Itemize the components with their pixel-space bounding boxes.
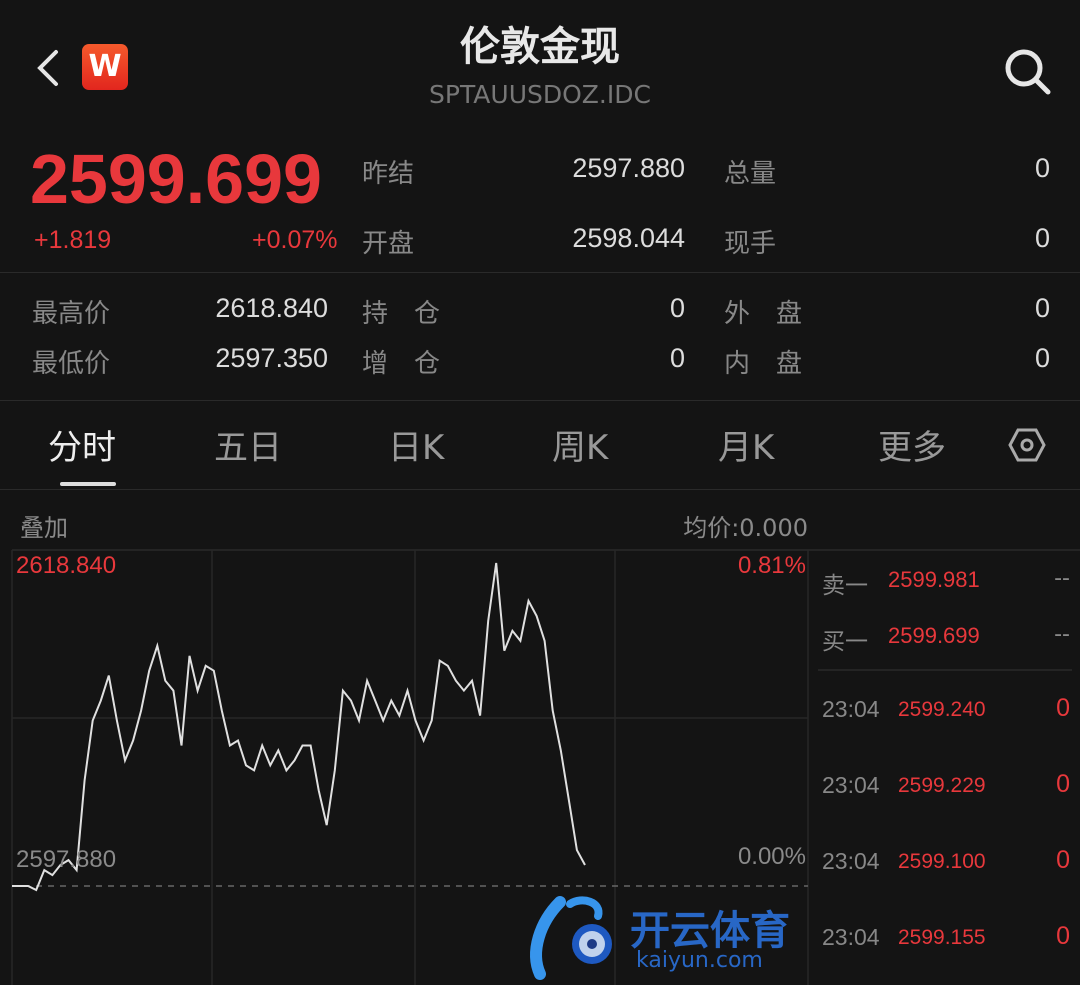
open-value: 2598.044 <box>572 223 685 253</box>
watermark-cn: 开云体育 <box>630 908 790 954</box>
divider <box>0 272 1080 273</box>
app-logo: W <box>82 44 128 90</box>
inner-label: 内 盘 <box>724 349 803 379</box>
oi-change-value: 0 <box>669 343 685 373</box>
bid-price: 2599.699 <box>888 623 980 648</box>
watermark-en: kaiyun.com <box>636 948 763 973</box>
low-value: 2597.350 <box>215 343 328 373</box>
tick-price: 2599.229 <box>898 774 986 797</box>
tab-monthly-k[interactable]: 月K <box>718 428 775 468</box>
divider <box>0 400 1080 401</box>
price-change: +1.819 <box>34 226 112 254</box>
page-title: 伦敦金现 <box>460 24 620 70</box>
ask-volume: -- <box>1054 566 1070 591</box>
symbol-code: SPTAUUSDOZ.IDC <box>429 80 651 109</box>
tick-volume: 0 <box>1056 770 1070 798</box>
open-label: 开盘 <box>362 229 415 259</box>
volume-label: 总量 <box>724 159 777 189</box>
tick-volume: 0 <box>1056 922 1070 950</box>
prev-settle-label: 昨结 <box>362 159 415 189</box>
kaiyun-logo-icon <box>530 896 612 980</box>
price-line <box>12 562 586 892</box>
tab-more[interactable]: 更多 <box>878 428 946 468</box>
active-tab-indicator <box>60 482 116 486</box>
tick-volume: 0 <box>1056 846 1070 874</box>
tick-time: 23:04 <box>822 848 880 874</box>
tab-intraday[interactable]: 分时 <box>48 428 116 468</box>
pct-base-label: 0.00% <box>737 843 806 870</box>
pct-top-label: 0.81% <box>737 552 806 579</box>
search-icon[interactable] <box>1002 46 1052 96</box>
tab-daily-k[interactable]: 日K <box>388 428 445 468</box>
avg-price: 均价:0.000 <box>683 514 808 542</box>
tick-price: 2599.155 <box>898 926 986 949</box>
tick-time: 23:04 <box>822 924 880 950</box>
tab-five-day[interactable]: 五日 <box>214 428 282 468</box>
tick-price: 2599.240 <box>898 698 986 721</box>
oi-change-label: 增 仓 <box>362 349 441 379</box>
tab-weekly-k[interactable]: 周K <box>552 428 609 468</box>
prev-settle-value: 2597.880 <box>572 153 685 183</box>
high-label: 最高价 <box>32 299 111 329</box>
inner-value: 0 <box>1034 343 1050 373</box>
current-hand-value: 0 <box>1034 223 1050 253</box>
open-interest-value: 0 <box>669 293 685 323</box>
tick-time: 23:04 <box>822 772 880 798</box>
price-change-pct: +0.07% <box>252 226 338 254</box>
bid-label: 买一 <box>822 628 868 654</box>
ask-label: 卖一 <box>822 572 868 598</box>
volume-value: 0 <box>1034 153 1050 183</box>
tick-time: 23:04 <box>822 696 880 722</box>
open-interest-label: 持 仓 <box>362 299 441 329</box>
low-label: 最低价 <box>32 349 111 379</box>
ask-price: 2599.981 <box>888 567 980 592</box>
bid-volume: -- <box>1054 622 1070 647</box>
overlay-button[interactable]: 叠加 <box>20 514 68 542</box>
watermark-logo: 开云体育 kaiyun.com <box>520 892 800 982</box>
divider <box>0 489 1080 490</box>
last-price: 2599.699 <box>30 140 322 218</box>
y-base-label: 2597.880 <box>16 846 117 873</box>
current-hand-label: 现手 <box>724 229 777 259</box>
outer-value: 0 <box>1034 293 1050 323</box>
hexagon-settings-icon[interactable] <box>1008 426 1046 464</box>
tick-price: 2599.100 <box>898 850 986 873</box>
back-chevron-left-icon[interactable] <box>32 48 68 88</box>
outer-label: 外 盘 <box>724 299 803 329</box>
high-value: 2618.840 <box>215 293 328 323</box>
y-top-label: 2618.840 <box>16 552 117 579</box>
tick-volume: 0 <box>1056 694 1070 722</box>
